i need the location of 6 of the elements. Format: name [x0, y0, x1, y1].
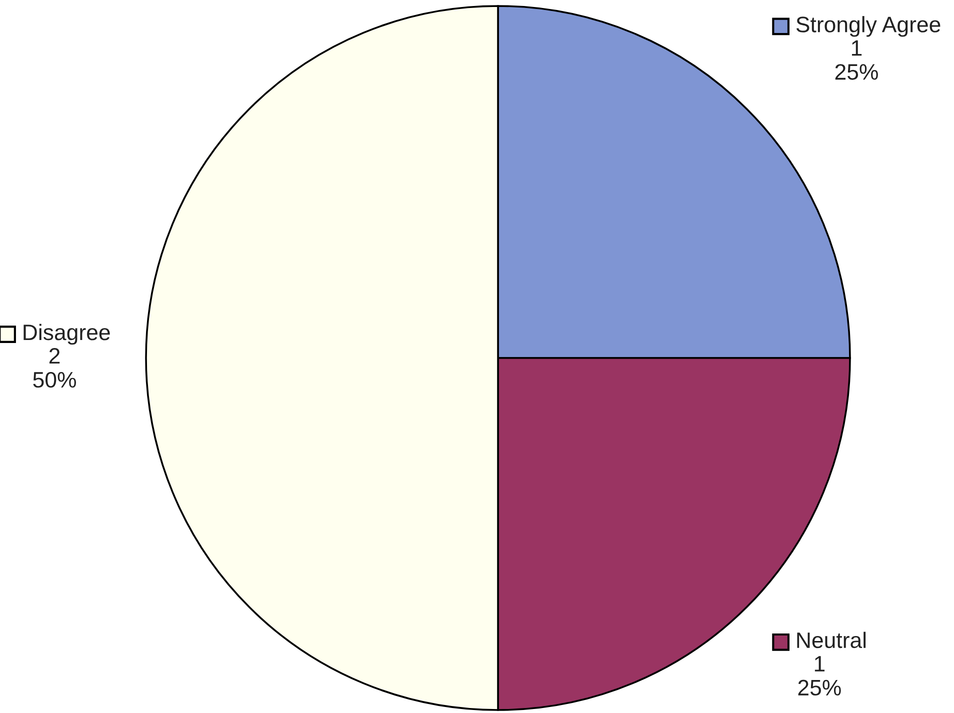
- legend-label: Strongly Agree: [796, 16, 940, 37]
- legend-label: Disagree: [24, 324, 110, 345]
- legend-label: Neutral: [797, 632, 866, 648]
- data-label: 1 25%: [835, 40, 878, 80]
- data-label: 1 25%: [798, 656, 841, 696]
- data-label: 2 50%: [33, 348, 76, 388]
